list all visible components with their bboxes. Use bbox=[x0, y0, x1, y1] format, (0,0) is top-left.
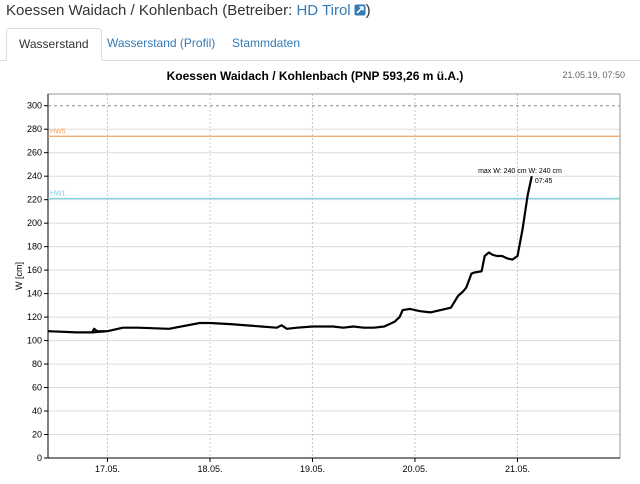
y-tick-label: 120 bbox=[27, 312, 42, 322]
station-name: Koessen Waidach / Kohlenbach bbox=[6, 2, 219, 19]
chart-timestamp: 21.05.19, 07:50 bbox=[562, 70, 625, 80]
y-tick-label: 60 bbox=[32, 383, 42, 393]
y-tick-label: 80 bbox=[32, 359, 42, 369]
operator-prefix: (Betreiber: bbox=[222, 2, 297, 19]
tab-bar: Wasserstand Wasserstand (Profil) Stammda… bbox=[0, 28, 640, 61]
y-tick-label: 0 bbox=[37, 453, 42, 463]
external-link-icon[interactable] bbox=[354, 4, 366, 16]
y-tick-label: 20 bbox=[32, 430, 42, 440]
water-level-series-line bbox=[47, 175, 533, 334]
plot-frame bbox=[47, 93, 621, 459]
operator-suffix: ) bbox=[365, 2, 371, 19]
x-tick-label: 20.05. bbox=[402, 464, 427, 474]
station-header: Koessen Waidach / Kohlenbach (Betreiber:… bbox=[6, 2, 371, 19]
max-annotation-text: max W: 240 cm W: 240 cm bbox=[478, 168, 562, 175]
x-tick-label: 18.05. bbox=[197, 464, 222, 474]
tab-wasserstand[interactable]: Wasserstand bbox=[6, 28, 102, 61]
tab-stammdaten[interactable]: Stammdaten bbox=[232, 36, 301, 50]
y-tick-label: 140 bbox=[27, 289, 42, 299]
tab-wasserstand-profil[interactable]: Wasserstand (Profil) bbox=[107, 36, 216, 50]
y-tick-label: 40 bbox=[32, 406, 42, 416]
y-tick-label: 180 bbox=[27, 242, 42, 252]
y-tick-label: 200 bbox=[27, 218, 42, 228]
y-tick-label: 160 bbox=[27, 265, 42, 275]
y-axis-label: W [cm] bbox=[14, 262, 24, 290]
water-level-chart: Koessen Waidach / Kohlenbach (PNP 593,26… bbox=[14, 69, 625, 474]
x-tick-label: 19.05. bbox=[300, 464, 325, 474]
operator-link[interactable]: HD Tirol bbox=[296, 2, 351, 19]
hw5-label: HW5 bbox=[50, 128, 66, 135]
chart-title: Koessen Waidach / Kohlenbach (PNP 593,26… bbox=[167, 69, 464, 83]
hw1-label: HW1 bbox=[50, 191, 66, 198]
max-annotation-time: 07:45 bbox=[535, 178, 553, 185]
y-tick-label: 240 bbox=[27, 171, 42, 181]
y-tick-label: 100 bbox=[27, 336, 42, 346]
x-tick-label: 21.05. bbox=[505, 464, 530, 474]
y-tick-label: 220 bbox=[27, 195, 42, 205]
y-tick-label: 280 bbox=[27, 124, 42, 134]
y-tick-label: 260 bbox=[27, 148, 42, 158]
y-tick-label: 300 bbox=[27, 101, 42, 111]
x-tick-label: 17.05. bbox=[95, 464, 120, 474]
